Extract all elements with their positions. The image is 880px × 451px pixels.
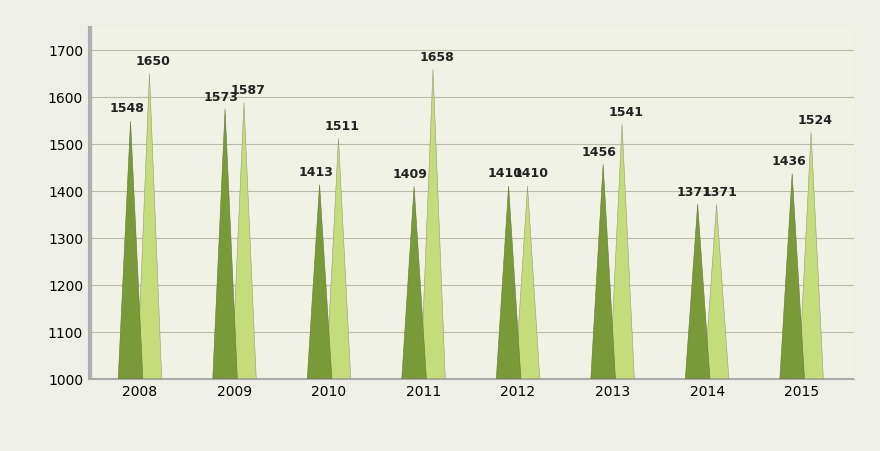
Text: 1650: 1650 xyxy=(136,55,171,67)
Text: 1371: 1371 xyxy=(677,185,711,198)
Polygon shape xyxy=(799,133,824,379)
Text: 1456: 1456 xyxy=(582,145,617,158)
Text: 1541: 1541 xyxy=(608,106,643,119)
Text: 1524: 1524 xyxy=(797,114,832,126)
Text: 1658: 1658 xyxy=(419,51,454,64)
Text: 1436: 1436 xyxy=(771,155,806,168)
Polygon shape xyxy=(515,187,539,379)
Polygon shape xyxy=(780,175,804,379)
Polygon shape xyxy=(590,165,615,379)
Polygon shape xyxy=(704,205,729,379)
Text: 1371: 1371 xyxy=(703,185,737,198)
Text: 1587: 1587 xyxy=(231,84,265,97)
Polygon shape xyxy=(137,74,162,379)
Text: 1410: 1410 xyxy=(488,167,523,180)
Polygon shape xyxy=(686,205,710,379)
Polygon shape xyxy=(326,139,351,379)
Text: 1511: 1511 xyxy=(325,120,360,133)
Polygon shape xyxy=(231,104,256,379)
Text: 1573: 1573 xyxy=(204,91,238,104)
Text: 1410: 1410 xyxy=(514,167,549,180)
Text: 1548: 1548 xyxy=(109,102,144,115)
Legend: szövegértés 6. osztály, szövegértés 8. osztály: szövegértés 6. osztály, szövegértés 8. o… xyxy=(281,447,661,451)
Polygon shape xyxy=(402,187,427,379)
Polygon shape xyxy=(307,185,332,379)
Polygon shape xyxy=(421,70,445,379)
Text: 1409: 1409 xyxy=(393,167,428,180)
Polygon shape xyxy=(118,122,143,379)
Polygon shape xyxy=(610,125,634,379)
Text: 1413: 1413 xyxy=(298,166,334,179)
Polygon shape xyxy=(213,110,238,379)
Polygon shape xyxy=(496,187,521,379)
